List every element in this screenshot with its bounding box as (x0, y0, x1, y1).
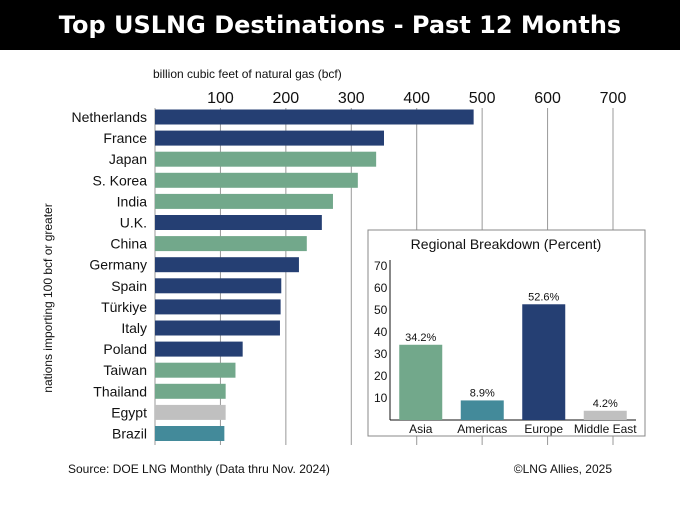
copyright-note: ©LNG Allies, 2025 (514, 462, 613, 476)
category-label: U.K. (120, 215, 147, 231)
inset-value-label: 8.9% (470, 387, 495, 399)
category-label: Netherlands (72, 109, 148, 125)
category-label: Türkiye (101, 299, 147, 315)
inset-y-tick-label: 20 (374, 369, 388, 383)
inset-y-tick-label: 10 (374, 391, 388, 405)
inset-y-tick-label: 40 (374, 325, 388, 339)
bar-india (155, 193, 333, 209)
bar-china (155, 236, 307, 252)
inset-y-tick-label: 70 (374, 259, 388, 273)
x-tick-label: 400 (403, 90, 430, 107)
inset-value-labels: 34.2% 8.9% 52.6% 4.2% (405, 291, 618, 409)
inset-value-label: 4.2% (593, 398, 618, 410)
category-label: France (103, 130, 147, 146)
bar-france (155, 130, 384, 146)
inset-y-tick-label: 50 (374, 303, 388, 317)
inset-category-label: Europe (524, 422, 563, 436)
x-tick-label: 300 (338, 90, 365, 107)
inset-bars (399, 304, 627, 420)
inset-bar-middle-east (583, 410, 627, 420)
main-x-axis-label: billion cubic feet of natural gas (bcf) (153, 67, 342, 81)
main-category-labels: Netherlands France Japan S. Korea India U.K. C… (72, 109, 148, 442)
x-tick-label: 600 (534, 90, 561, 107)
category-label: Italy (121, 320, 147, 336)
category-label: Taiwan (103, 362, 147, 378)
source-note: Source: DOE LNG Monthly (Data thru Nov. … (68, 462, 330, 476)
category-label: Spain (111, 278, 147, 294)
main-bars (155, 109, 474, 441)
category-label: Japan (109, 151, 147, 167)
bar-egypt (155, 404, 226, 420)
inset-bar-americas (460, 400, 504, 420)
bar-t-rkiye (155, 299, 281, 315)
inset-category-labels: Asia Americas Europe Middle East (409, 422, 637, 436)
inset-bar-asia (399, 344, 443, 420)
category-label: S. Korea (93, 172, 148, 188)
x-tick-label: 200 (273, 90, 300, 107)
inset-value-label: 34.2% (405, 332, 436, 344)
inset-y-ticks: 10 20 30 40 50 60 70 (374, 259, 388, 405)
chart-panel: 100 200 300 400 500 600 700 billion cubic feet… (0, 50, 680, 510)
category-label: Thailand (93, 383, 147, 399)
category-label: Egypt (111, 404, 147, 420)
bar-s-korea (155, 172, 358, 188)
bar-u-k- (155, 215, 322, 230)
inset-y-tick-label: 60 (374, 281, 388, 295)
category-label: India (117, 193, 148, 209)
bar-netherlands (155, 109, 474, 125)
bar-thailand (155, 383, 226, 399)
inset-y-tick-label: 30 (374, 347, 388, 361)
category-label: Poland (103, 341, 147, 357)
regional-breakdown-inset: Regional Breakdown (Percent) 10 20 30 40 50 6… (367, 229, 646, 437)
bar-poland (155, 341, 243, 357)
main-y-axis-label: nations importing 100 bcf or greater (41, 203, 55, 392)
x-tick-label: 700 (600, 90, 627, 107)
bar-japan (155, 151, 377, 167)
inset-category-label: Asia (409, 422, 433, 436)
main-x-ticks: 100 200 300 400 500 600 700 (207, 90, 626, 107)
inset-title: Regional Breakdown (Percent) (411, 236, 602, 252)
bar-italy (155, 320, 280, 336)
bar-germany (155, 257, 299, 273)
inset-category-label: Americas (457, 422, 507, 436)
inset-category-label: Middle East (574, 422, 637, 436)
x-tick-label: 100 (207, 90, 234, 107)
category-label: Germany (89, 257, 147, 273)
x-tick-label: 500 (469, 90, 496, 107)
chart-title: Top USLNG Destinations - Past 12 Months (0, 0, 680, 50)
bar-brazil (155, 426, 225, 441)
category-label: China (110, 236, 147, 252)
inset-value-label: 52.6% (528, 291, 559, 303)
bar-taiwan (155, 362, 236, 378)
category-label: Brazil (112, 426, 147, 442)
inset-bar-europe (522, 304, 566, 420)
chart-canvas: 100 200 300 400 500 600 700 billion cubic feet… (41, 67, 646, 476)
bar-spain (155, 278, 282, 294)
